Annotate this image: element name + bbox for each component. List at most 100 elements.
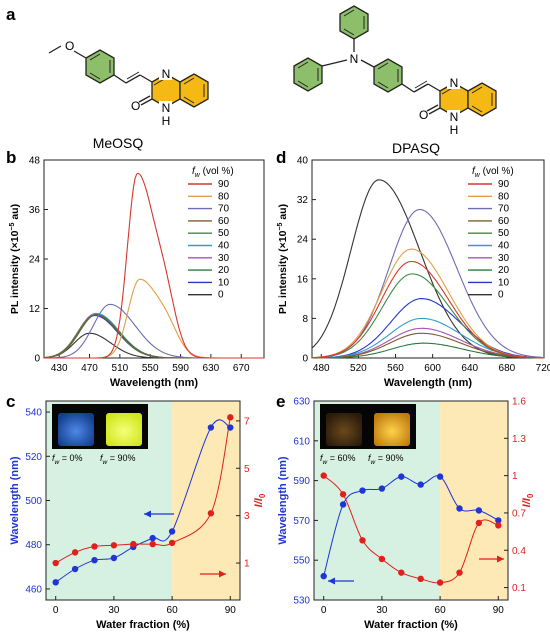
y-right-tick-label: 3 <box>244 511 250 522</box>
y-right-tick-label: 1 <box>512 471 518 482</box>
legend-label-80: 80 <box>218 191 230 202</box>
y-tick-label: 16 <box>297 274 309 285</box>
intensity-point-30 <box>378 555 386 563</box>
wavelength-point-20 <box>91 557 98 564</box>
inset-label-rest: = 60% <box>327 453 355 463</box>
panel-letter-b: b <box>6 148 16 167</box>
molecule-meosq: O N N H O MeOSQ <box>48 39 209 151</box>
wavelength-point-30 <box>378 485 386 492</box>
series-line-70 <box>44 303 264 359</box>
wavelength-point-70 <box>456 505 463 512</box>
x-tick-label: 0 <box>53 605 59 616</box>
intensity-point-70 <box>456 569 463 576</box>
inset-label-sub: w <box>55 459 61 466</box>
inset-label-base: f <box>100 453 104 463</box>
meosq-h: H <box>162 114 171 128</box>
x-tick-label: 640 <box>461 363 478 374</box>
y-tick-label: 48 <box>29 156 41 167</box>
y-tick-label: 36 <box>29 205 41 216</box>
legend-label-20: 20 <box>218 265 230 276</box>
legend-label-0: 0 <box>498 290 504 301</box>
dpasq-amine-n: N <box>350 52 359 66</box>
intensity-point-20 <box>359 537 366 544</box>
wavelength-point-80 <box>207 424 215 431</box>
intensity-point-80 <box>475 519 483 527</box>
y-axis-label-exp: −5 <box>277 222 284 230</box>
intensity-point-60 <box>436 579 444 586</box>
x-tick-label: 60 <box>167 605 179 616</box>
y-axis-label-tail: au) <box>277 204 289 223</box>
x-axis-label: Wavelength (nm) <box>384 377 473 389</box>
axis-arrow-head <box>328 577 335 585</box>
legend-label-0: 0 <box>218 290 224 301</box>
legend-title: fw (vol %) <box>472 166 514 179</box>
intensity-point-40 <box>130 540 137 548</box>
y-right-tick-label: 1.3 <box>512 434 526 445</box>
panel-letter-a: a <box>6 5 16 24</box>
y-tick-label: 8 <box>302 314 308 325</box>
wavelength-point-90 <box>227 424 234 431</box>
y-axis-label-tail: au) <box>9 204 21 223</box>
legend-label-50: 50 <box>218 228 230 239</box>
wavelength-point-30 <box>110 554 118 562</box>
legend-label-20: 20 <box>498 265 510 276</box>
vial-right <box>106 413 142 446</box>
axis-arrow-head <box>144 510 151 518</box>
panel-letter-d: d <box>276 148 286 167</box>
meosq-n-top: N <box>162 67 171 81</box>
zone-orange <box>440 401 508 600</box>
vial-right <box>374 413 410 446</box>
wavelength-point-90 <box>495 517 502 524</box>
intensity-point-80 <box>207 510 215 517</box>
x-tick-label: 430 <box>51 363 68 374</box>
wavelength-point-20 <box>359 487 366 494</box>
zone-orange <box>172 401 240 600</box>
wavelength-point-60 <box>168 528 176 535</box>
inset-label-rest: = 0% <box>59 453 82 463</box>
x-axis-label: Wavelength (nm) <box>110 377 199 389</box>
chart-e: 0 30 60 90 530 550 570 590 610 630 0.1 0.4 0.7 1 1.3 1.… <box>277 397 535 632</box>
dpasq-name: DPASQ <box>392 140 440 156</box>
series-line-90 <box>44 172 264 359</box>
y-left-tick-label: 460 <box>25 584 42 595</box>
series-line-90 <box>312 260 544 359</box>
y-right-axis-label-sub: 0 <box>526 493 535 498</box>
wavelength-point-10 <box>71 565 79 573</box>
y-right-axis-label: I/I0 <box>253 493 267 507</box>
y-axis-label-main: PL intensity (×10 <box>9 230 21 314</box>
legend-label-60: 60 <box>218 216 230 227</box>
x-tick-label: 60 <box>435 605 447 616</box>
inset-label-0: fw = 60% <box>320 453 356 466</box>
wavelength-point-0 <box>320 572 327 580</box>
x-tick-label: 720 <box>536 363 550 374</box>
series-line-40 <box>312 317 544 359</box>
x-tick-label: 590 <box>172 363 189 374</box>
y-tick-label: 24 <box>29 255 41 266</box>
x-tick-label: 670 <box>233 363 250 374</box>
dpasq-carbonyl-o: O <box>419 108 428 122</box>
x-tick-label: 600 <box>424 363 441 374</box>
y-right-tick-label: 0.4 <box>512 546 526 557</box>
y-axis-label-exp: −5 <box>9 222 16 230</box>
x-tick-label: 630 <box>203 363 220 374</box>
x-tick-label: 90 <box>493 605 505 616</box>
meosq-methoxy-o: O <box>65 39 74 53</box>
inset-label-rest: = 90% <box>375 453 403 463</box>
inset-label-sub: w <box>323 459 329 466</box>
series-line-0 <box>311 179 545 359</box>
y-tick-label: 24 <box>297 235 309 246</box>
legend-label-10: 10 <box>498 277 510 288</box>
inset-label-base: f <box>320 453 324 463</box>
inset-label-1: fw = 90% <box>368 453 404 466</box>
legend-label-50: 50 <box>498 228 510 239</box>
x-tick-label: 30 <box>376 605 388 616</box>
x-tick-label: 480 <box>313 363 330 374</box>
inset-label-sub: w <box>103 459 109 466</box>
wavelength-point-50 <box>417 481 424 488</box>
series-line-10 <box>312 298 545 359</box>
wavelength-point-50 <box>149 534 156 542</box>
plot-frame <box>43 159 265 359</box>
y-left-tick-label: 480 <box>25 540 42 551</box>
intensity-point-50 <box>417 575 424 583</box>
